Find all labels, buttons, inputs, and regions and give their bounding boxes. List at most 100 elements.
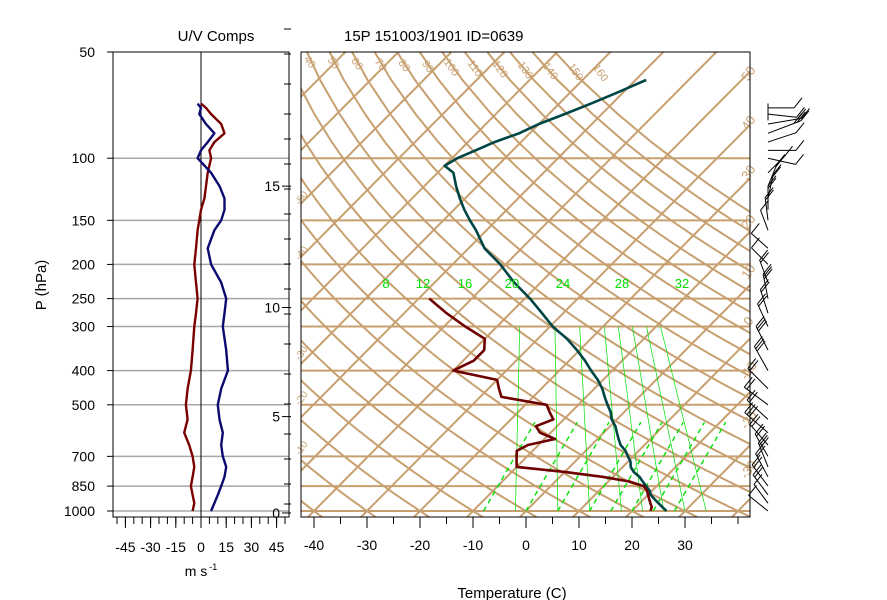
wind-barb-shaft: [767, 120, 802, 134]
dry-adiabat--20: [301, 418, 431, 517]
uv-ytick-label-1000: 1000: [64, 503, 95, 519]
temperature-tick-label: -10: [463, 537, 483, 553]
isotherm-side-label: -20: [737, 408, 760, 432]
uv-series-line-u: [183, 102, 226, 512]
uv-xtick-label: 30: [244, 539, 260, 555]
uv-xtick-label: -45: [115, 539, 135, 555]
isotherm-50: [784, 18, 887, 519]
potential-temp-label: 70: [372, 57, 389, 74]
wind-barb-feather: [743, 376, 753, 388]
mixing-ratio-label: 20: [505, 276, 519, 291]
wind-barb-shaft: [752, 474, 769, 496]
wind-barb-feather: [746, 378, 756, 390]
wind-barb-shaft: [750, 233, 769, 249]
wind-barb-shaft: [754, 433, 769, 457]
mixing-ratio-label: 8: [382, 276, 389, 291]
wind-barb-feather: [752, 464, 762, 476]
uv-ytick-label-100: 100: [72, 150, 96, 166]
skew-grid-lines: [301, 18, 887, 519]
wind-barb-feather: [758, 320, 768, 332]
wind-barb-feather: [797, 108, 807, 120]
wind-barb-shaft: [753, 346, 769, 371]
wind-barb-shaft: [751, 247, 769, 265]
wind-barb-feather: [756, 445, 766, 457]
isotherm-0: [518, 283, 750, 517]
dry-adiabat-110: [395, 52, 750, 356]
uv-ytick-label-700: 700: [72, 448, 96, 464]
mixing-ratio-line: [588, 421, 642, 512]
mixing-ratio-line: [652, 421, 706, 512]
dry-adiabat--40: [301, 499, 324, 517]
uv-wind-axis: -45 -30 -15 0 15 30 45: [115, 517, 286, 555]
wind-barb-shaft: [767, 117, 802, 125]
wind-barb-shaft: [767, 164, 778, 187]
wind-barb-feather: [751, 454, 761, 466]
wind-barb-feather: [755, 316, 765, 327]
wind-barb-feather: [749, 414, 759, 425]
moist-adiabat-line: [660, 326, 707, 512]
wind-barb-feather: [756, 318, 766, 329]
isotherm-10: [571, 337, 750, 517]
moist-adiabat-line: [646, 326, 686, 512]
dry-adiabat-170: [531, 52, 750, 233]
moist-adiabat-line: [603, 326, 622, 512]
temperature-tick-label: 10: [571, 537, 587, 553]
uv-series-lines: [183, 102, 230, 512]
wind-barb-feather: [757, 293, 766, 305]
isotherm--70: [301, 52, 612, 366]
wind-barb-feather: [751, 416, 761, 427]
moist-adiabat-line: [515, 326, 521, 512]
isotherm--30: [359, 123, 750, 517]
moist-adiabats: [482, 326, 727, 512]
potential-temp-label: 40: [301, 54, 318, 71]
isotherm-30: [677, 444, 750, 517]
wind-barb-feather: [748, 485, 757, 496]
wind-barb-shaft: [767, 113, 797, 118]
isotherm--20: [412, 176, 750, 517]
mixing-ratio-label: 24: [556, 276, 570, 291]
dry-adiabat-20: [301, 259, 646, 517]
potential-temp-label: 160: [590, 62, 610, 84]
dry-adiabat-120: [418, 52, 750, 335]
potential-temp-label: 60: [348, 56, 365, 73]
wind-barb-feather: [793, 97, 803, 109]
sounding-profiles: [428, 78, 668, 512]
wind-barb-feather: [801, 108, 810, 119]
wind-barb-shaft: [749, 423, 769, 446]
wind-barb-shaft: [757, 442, 769, 468]
isotherm--110: [301, 52, 400, 152]
profile-dewpoint: [428, 297, 653, 512]
uv-ytick-label-150: 150: [72, 212, 96, 228]
mixing-ratio-label: 12: [416, 276, 430, 291]
wind-barb-shaft: [767, 155, 785, 174]
uv-ytick-label-250: 250: [72, 291, 96, 307]
isotherm-left-label: -40: [293, 244, 311, 263]
isotherm--40: [306, 70, 750, 517]
wind-barb-feather: [755, 338, 765, 349]
isotherm-left-label: -50: [293, 189, 311, 208]
height-tick-label: 15: [264, 178, 280, 194]
wind-barb-feather: [760, 252, 769, 263]
wind-barb-shaft: [755, 453, 769, 478]
wind-barb-feather: [765, 189, 774, 201]
wind-barb-feather: [753, 456, 763, 468]
isotherm--80: [301, 52, 559, 312]
mixing-ratio-label: 28: [615, 276, 629, 291]
uv-series-line-v: [196, 102, 230, 512]
uv-xtick-label: 15: [218, 539, 234, 555]
uv-y-axis-label: P (hPa): [33, 260, 50, 311]
dry-adiabat--30: [301, 458, 378, 517]
wind-barb-feather: [759, 249, 769, 261]
moist-adiabat-line: [579, 326, 590, 512]
dry-adiabat-10: [301, 299, 592, 517]
wind-barb-feather: [797, 111, 806, 123]
isotherm-side-label: 20: [738, 212, 759, 232]
temperature-axis: -40 -30 -20 -10 0 10 20 30: [304, 517, 739, 553]
isotherm-side-label: 10: [738, 261, 759, 281]
wind-barb-feather: [800, 110, 810, 122]
dry-adiabat-70: [305, 52, 750, 446]
dry-adiabat-40: [301, 176, 750, 517]
isotherm-side-label: 50: [738, 63, 759, 83]
temperature-tick-label: 0: [522, 537, 530, 553]
